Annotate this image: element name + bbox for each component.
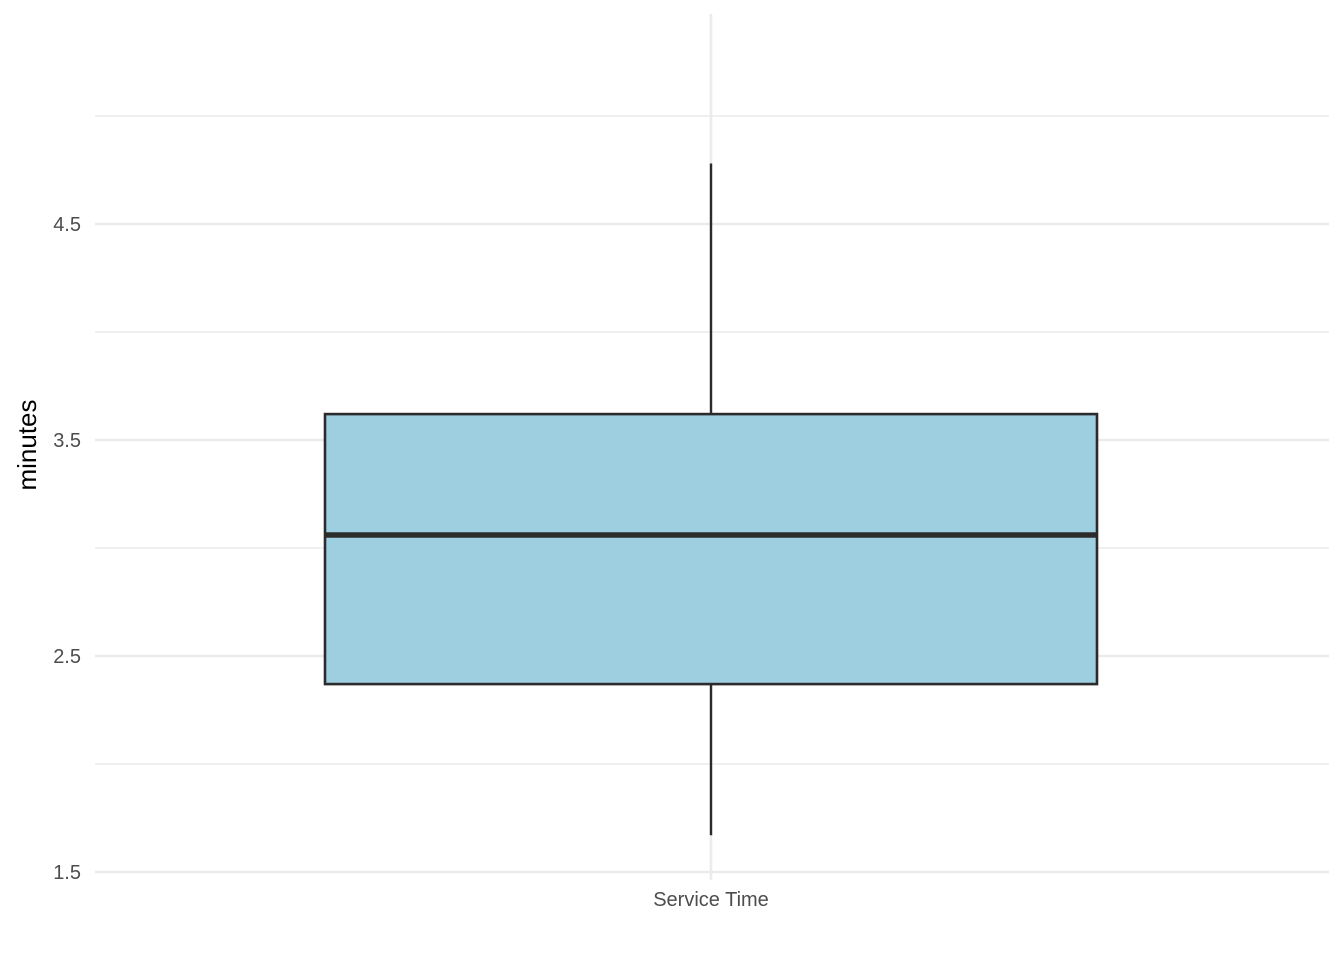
plot-marks [323, 163, 1099, 836]
y-axis-ticks: 1.5 2.5 3.5 4.5 [53, 214, 81, 884]
y-tick-label: 3.5 [53, 430, 81, 452]
y-tick-label: 2.5 [53, 646, 81, 668]
box-iqr [323, 412, 1099, 686]
y-axis-title: minutes [12, 399, 42, 490]
y-tick-label: 1.5 [53, 862, 81, 884]
x-tick-label: Service Time [653, 889, 769, 911]
y-tick-label: 4.5 [53, 214, 81, 236]
x-axis-ticks: Service Time [653, 889, 769, 911]
